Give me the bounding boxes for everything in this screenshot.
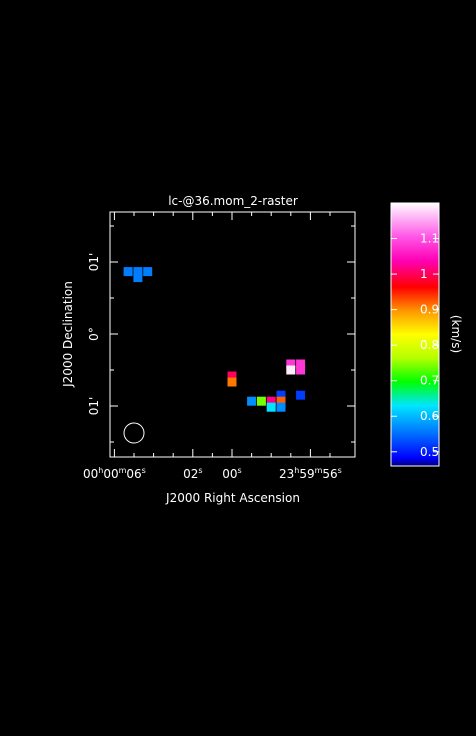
raster-cell: [227, 371, 237, 381]
raster-cell: [123, 267, 133, 277]
raster-cell: [276, 396, 286, 406]
raster-cell: [296, 365, 306, 375]
frame-ticks: [110, 212, 355, 457]
colorbar-tick-label: 0.8: [420, 338, 439, 352]
raster-cell: [266, 396, 276, 406]
colorbar-tick-label: 0.7: [420, 374, 439, 388]
raster-cell: [296, 390, 306, 400]
raster-cell: [296, 359, 306, 369]
raster-cell: [227, 377, 237, 387]
colorbar-tick-label: 0.5: [420, 445, 439, 459]
x-tick-label: 02s: [183, 466, 202, 481]
y-axis-label: J2000 Declination: [61, 281, 75, 388]
raster-cell: [286, 359, 296, 369]
raster-cell: [133, 267, 143, 277]
colorbar-tick-label: 1: [420, 267, 428, 281]
chart-title: lc-@36.mom_2-raster: [168, 194, 298, 208]
x-axis-label: J2000 Right Ascension: [165, 491, 300, 505]
colorbar-tick-label: 0.6: [420, 409, 439, 423]
y-tick-labels: 01' 0° 01': [87, 253, 101, 416]
raster-cell: [266, 402, 276, 412]
colorbar-ticks: 0.5 0.6 0.7 0.8 0.9 1 1.1: [391, 232, 439, 459]
x-tick-label: 23h59m56s: [279, 466, 342, 481]
raster-cell: [276, 390, 286, 400]
raster-cell: [143, 267, 153, 277]
y-tick-label: 0°: [87, 327, 101, 341]
x-tick-labels: 00h00m06s 02s 00s 23h59m56s: [83, 466, 342, 481]
x-tick-label: 00h00m06s: [83, 466, 146, 481]
colorbar: [390, 202, 440, 467]
raster-cell: [133, 273, 143, 283]
raster-cell: [286, 365, 296, 375]
raster-cell: [276, 402, 286, 412]
y-tick-label: 01': [87, 253, 101, 272]
colorbar-label: (km/s): [449, 315, 463, 353]
raster-cell: [247, 396, 257, 406]
x-tick-label: 00s: [222, 466, 241, 481]
raster-cells: [123, 267, 306, 412]
beam-ellipse: [123, 422, 145, 444]
colorbar-tick-label: 1.1: [420, 232, 439, 246]
colorbar-tick-label: 0.9: [420, 303, 439, 317]
raster-cell: [256, 396, 266, 406]
y-tick-label: 01': [87, 397, 101, 416]
